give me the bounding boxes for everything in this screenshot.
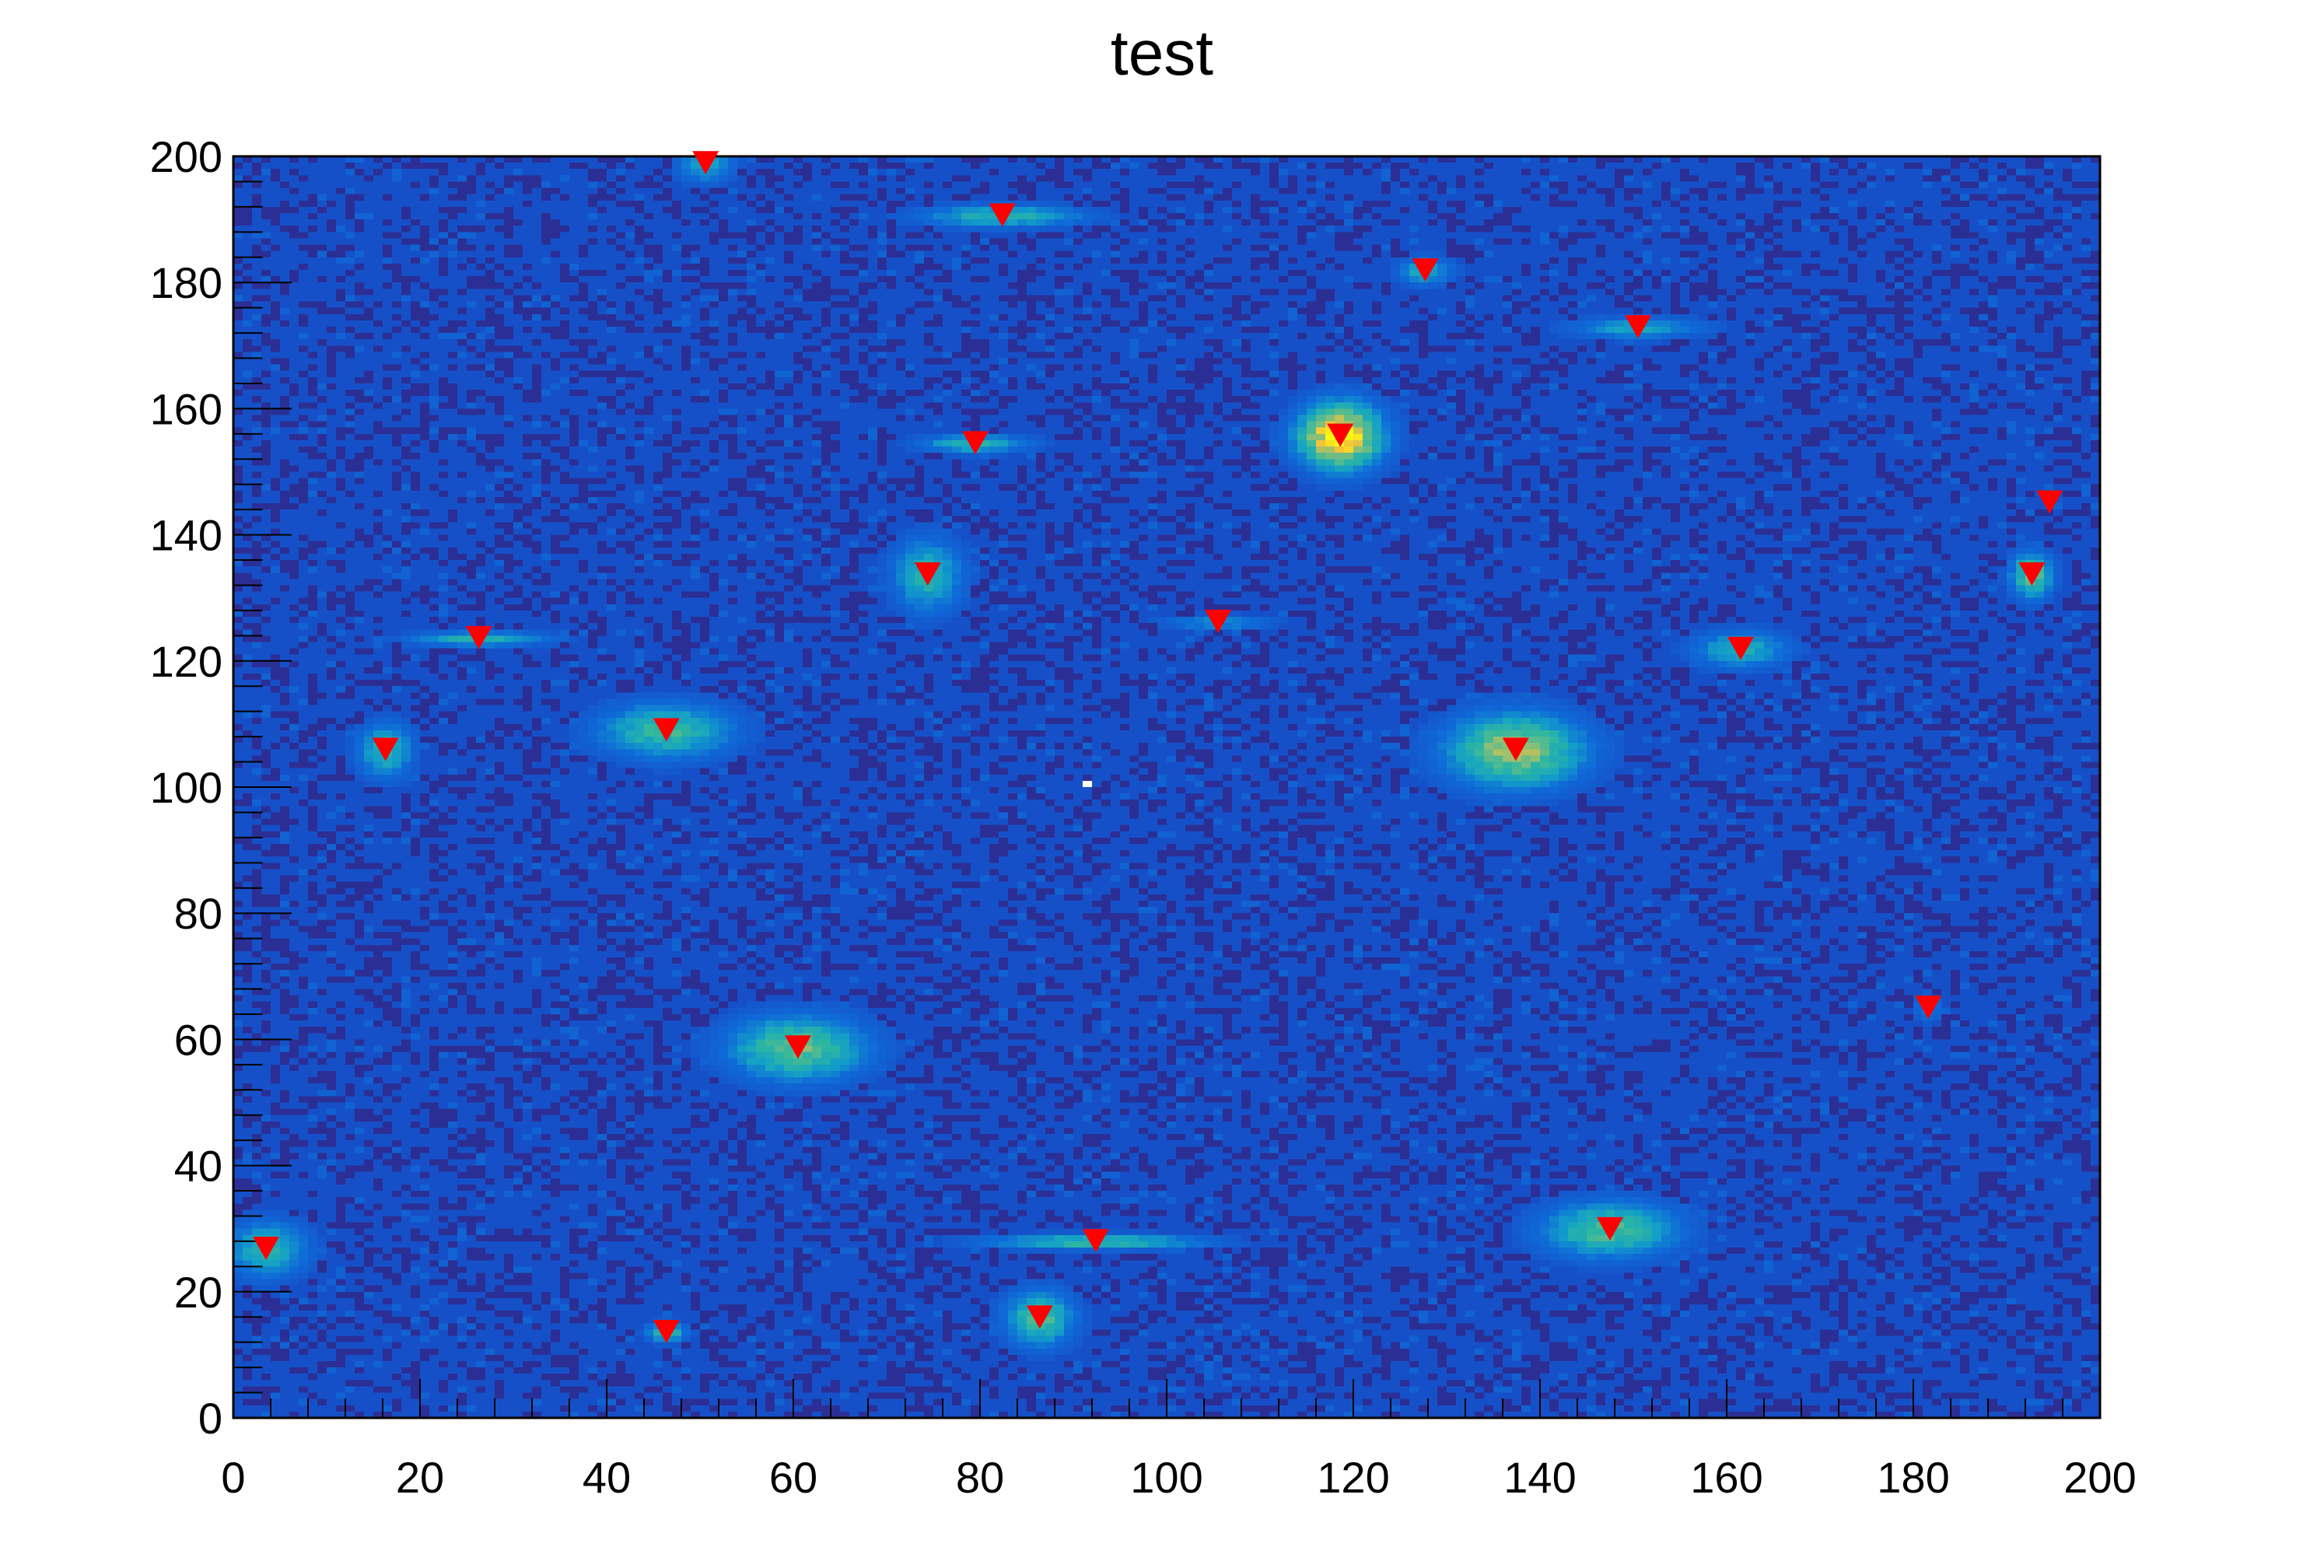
chart-title: test bbox=[1110, 18, 1214, 89]
x-tick-label: 140 bbox=[1503, 1453, 1576, 1502]
peak-marker bbox=[1597, 1216, 1623, 1241]
axes-overlay: 0 20 40 60 80 100 120 140 160 180 200 0 20 40 60 80 100 1… bbox=[150, 132, 2137, 1502]
y-tick-label: 80 bbox=[174, 889, 222, 938]
y-tick-label: 20 bbox=[174, 1268, 222, 1317]
peak-marker bbox=[785, 1035, 811, 1059]
x-tick-label: 160 bbox=[1690, 1453, 1762, 1502]
peak-marker bbox=[1026, 1305, 1053, 1329]
heatmap-bins bbox=[233, 156, 2100, 1418]
x-tick-label: 180 bbox=[1877, 1453, 1949, 1502]
y-tick-label: 140 bbox=[150, 511, 222, 560]
peak-marker bbox=[1502, 737, 1529, 761]
peak-marker bbox=[989, 203, 1016, 227]
peak-marker bbox=[1412, 258, 1439, 282]
plot-area: 0 20 40 60 80 100 120 140 160 180 200 0 20 40 60 80 100 1… bbox=[150, 132, 2137, 1502]
x-tick-label: 80 bbox=[956, 1453, 1004, 1502]
peak-marker bbox=[1082, 1229, 1109, 1253]
x-tick-label: 200 bbox=[2063, 1453, 2136, 1502]
x-tick-label: 60 bbox=[769, 1453, 817, 1502]
peak-marker bbox=[962, 431, 989, 455]
y-tick-label: 200 bbox=[150, 132, 222, 181]
peak-marker bbox=[1205, 609, 1231, 633]
y-tick-label: 60 bbox=[174, 1015, 222, 1064]
peak-marker bbox=[1327, 423, 1354, 447]
y-tick-label: 180 bbox=[150, 258, 222, 307]
peak-marker bbox=[653, 1320, 680, 1344]
peak-marker bbox=[372, 737, 399, 761]
peak-marker bbox=[1915, 996, 1942, 1020]
peak-marker bbox=[2036, 490, 2063, 514]
peak-marker bbox=[692, 151, 719, 175]
x-tick-label: 100 bbox=[1130, 1453, 1202, 1502]
peak-marker bbox=[1625, 315, 1651, 339]
peak-marker bbox=[653, 718, 680, 742]
y-tick-label: 120 bbox=[150, 637, 222, 686]
x-tick-label: 0 bbox=[221, 1453, 245, 1502]
peak-marker bbox=[2018, 562, 2046, 586]
x-tick-label: 40 bbox=[583, 1453, 631, 1502]
peak-marker bbox=[253, 1236, 279, 1260]
y-tick-label: 100 bbox=[150, 763, 222, 812]
x-tick-label: 120 bbox=[1317, 1453, 1389, 1502]
y-tick-label: 0 bbox=[198, 1394, 222, 1443]
y-tick-label: 40 bbox=[174, 1142, 222, 1191]
plot-frame bbox=[232, 155, 2102, 1419]
x-tick-label: 20 bbox=[396, 1453, 444, 1502]
peak-marker bbox=[914, 562, 941, 586]
y-tick-label: 160 bbox=[150, 384, 222, 433]
peak-marker bbox=[465, 625, 492, 649]
peak-marker bbox=[1727, 636, 1754, 660]
